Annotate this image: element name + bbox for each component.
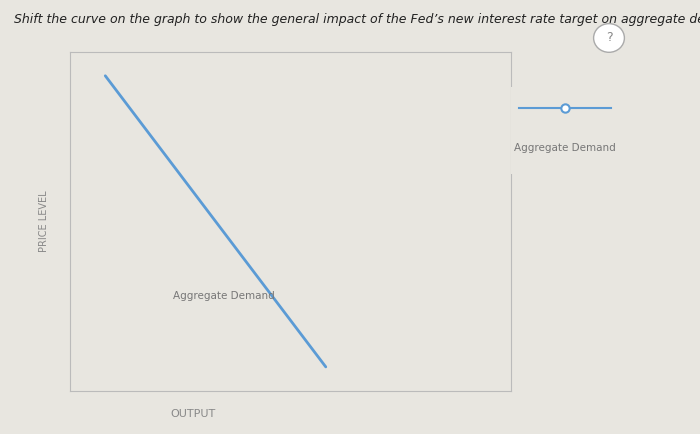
Text: Aggregate Demand: Aggregate Demand [514, 142, 616, 153]
Text: Shift the curve on the graph to show the general impact of the Fed’s new interes: Shift the curve on the graph to show the… [14, 13, 700, 26]
Text: PRICE LEVEL: PRICE LEVEL [38, 191, 48, 252]
Text: OUTPUT: OUTPUT [171, 409, 216, 419]
Circle shape [594, 23, 624, 53]
Text: Aggregate Demand: Aggregate Demand [174, 291, 275, 301]
Text: ?: ? [606, 32, 612, 44]
